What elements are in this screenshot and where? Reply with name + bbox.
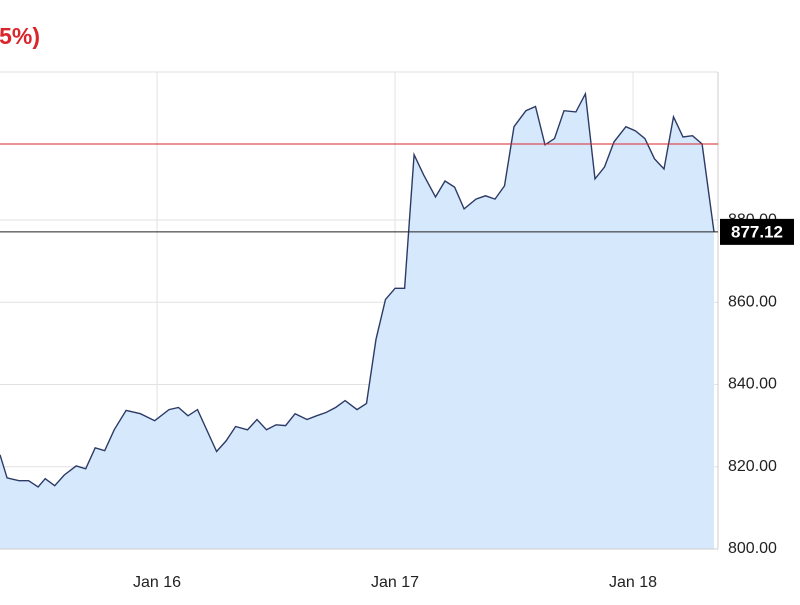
area-fill xyxy=(0,93,714,550)
x-tick-label: Jan 16 xyxy=(133,574,181,591)
y-tick-label: 860.00 xyxy=(728,293,777,310)
x-tick-label: Jan 18 xyxy=(609,574,657,591)
current-price-label: 877.12 xyxy=(731,222,783,241)
x-tick-label: Jan 17 xyxy=(371,574,419,591)
y-tick-label: 820.00 xyxy=(728,458,777,475)
price-line xyxy=(0,91,715,488)
chart-title: 5%) xyxy=(0,23,40,49)
y-tick-label: 800.00 xyxy=(728,540,777,557)
y-tick-label: 840.00 xyxy=(728,376,777,393)
current-price-box xyxy=(720,218,794,245)
